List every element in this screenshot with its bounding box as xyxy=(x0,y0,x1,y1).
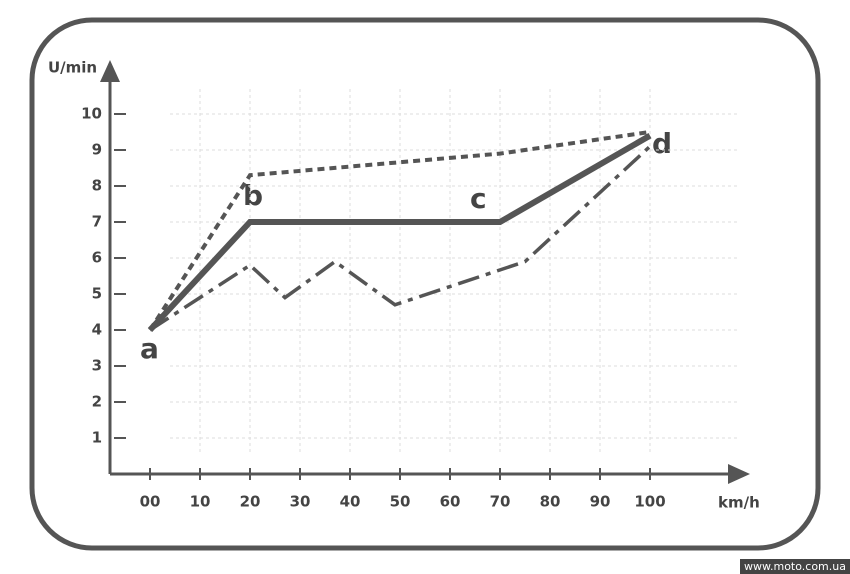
y-tick-label: 4 xyxy=(92,321,102,339)
point-label: d xyxy=(652,127,672,160)
y-tick-label: 9 xyxy=(92,141,102,159)
y-tick-label: 2 xyxy=(92,393,102,411)
y-axis-label: U/min xyxy=(48,59,97,77)
y-tick-label: 10 xyxy=(81,105,102,123)
line xyxy=(148,130,651,332)
x-tick-label: 80 xyxy=(540,493,561,511)
point-label: c xyxy=(470,182,487,215)
x-tick-label: 90 xyxy=(590,493,611,511)
y-axis-arrow xyxy=(100,60,120,82)
point-label: a xyxy=(140,332,159,365)
x-tick-label: 20 xyxy=(240,493,261,511)
x-tick-label: 00 xyxy=(140,493,161,511)
x-tick-label: 100 xyxy=(634,493,665,511)
y-tick-label: 6 xyxy=(92,249,102,267)
x-tick-label: 40 xyxy=(340,493,361,511)
y-tick-label: 1 xyxy=(92,429,102,447)
x-tick-label: 50 xyxy=(390,493,411,511)
y-tick-label: 3 xyxy=(92,357,102,375)
x-tick-label: 70 xyxy=(490,493,511,511)
watermark: www.moto.com.ua xyxy=(744,560,846,573)
watermark-bg xyxy=(740,559,850,574)
point-label: b xyxy=(243,179,263,212)
y-tick-label: 8 xyxy=(92,177,102,195)
x-tick-label: 10 xyxy=(190,493,211,511)
y-tick-label: 7 xyxy=(92,213,102,231)
line xyxy=(149,145,652,332)
line xyxy=(147,133,652,333)
x-tick-label: 60 xyxy=(440,493,461,511)
y-tick-label: 5 xyxy=(92,285,102,303)
x-tick-label: 30 xyxy=(290,493,311,511)
x-axis-arrow xyxy=(728,464,750,484)
x-axis-label: km/h xyxy=(718,494,760,512)
frame xyxy=(29,17,821,551)
